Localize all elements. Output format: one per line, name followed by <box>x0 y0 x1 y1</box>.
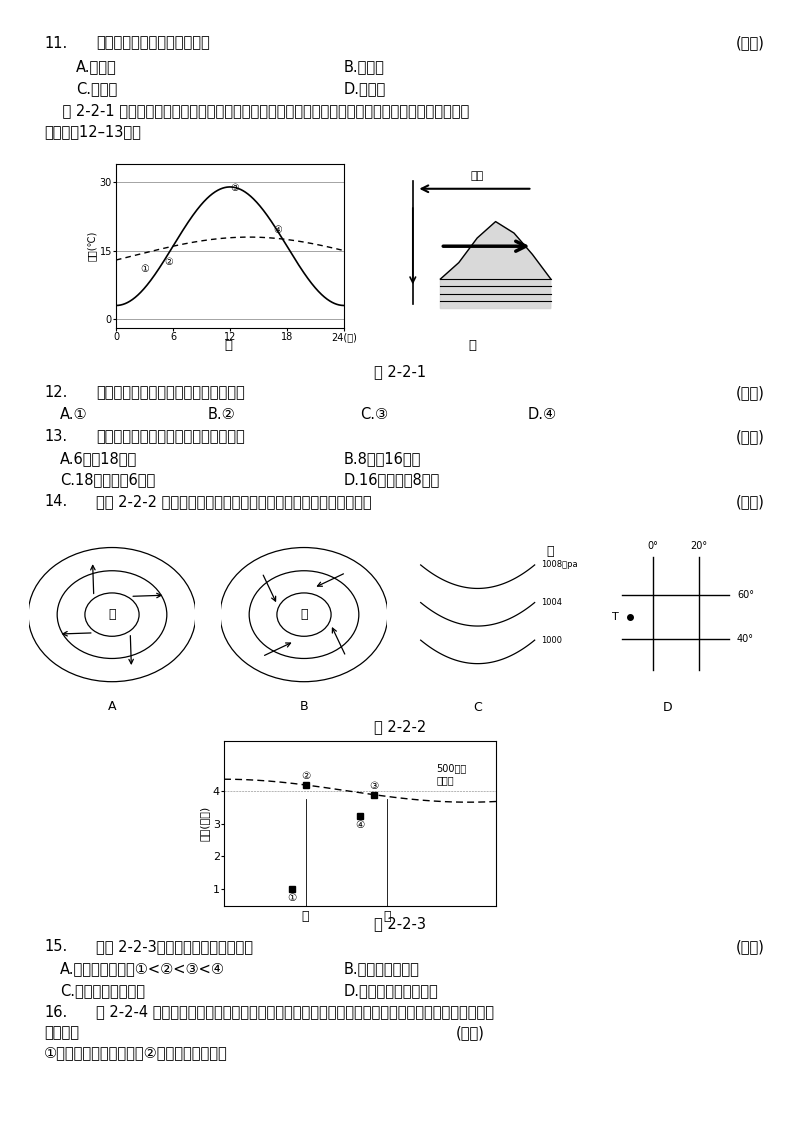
Text: D: D <box>663 701 673 714</box>
Text: (　　): ( ) <box>736 35 765 51</box>
Text: ①此时该地吹东南风　　②此时该地吹西北风: ①此时该地吹东南风 ②此时该地吹西北风 <box>44 1045 228 1061</box>
Text: 读图 2-2-3，判断下列说法正确的是: 读图 2-2-3，判断下列说法正确的是 <box>96 938 253 954</box>
Text: A.6时至18时间: A.6时至18时间 <box>60 451 138 466</box>
Text: A.锋面雨: A.锋面雨 <box>76 59 117 75</box>
Text: (　　): ( ) <box>736 494 765 509</box>
Text: 1000: 1000 <box>541 636 562 644</box>
Text: D.气流由甲地流向乙地: D.气流由甲地流向乙地 <box>344 983 438 998</box>
Text: 13.: 13. <box>44 429 67 445</box>
Text: 该图回筄12–13题。: 该图回筄12–13题。 <box>44 123 141 139</box>
Text: 由图甲可知图乙中海风的出现时间约为: 由图甲可知图乙中海风的出现时间约为 <box>96 429 245 445</box>
Text: A.①: A.① <box>60 406 88 422</box>
Text: B: B <box>300 700 308 713</box>
Text: 甲: 甲 <box>108 608 116 621</box>
Text: 15.: 15. <box>44 938 67 954</box>
Text: ①: ① <box>287 893 297 903</box>
Text: ③: ③ <box>369 781 378 790</box>
Text: C.18时至次日6时间: C.18时至次日6时间 <box>60 472 155 488</box>
Text: 甲: 甲 <box>224 338 232 352</box>
Text: (　　): ( ) <box>736 429 765 445</box>
Text: T: T <box>612 612 619 623</box>
Text: 40°: 40° <box>737 634 754 644</box>
Polygon shape <box>440 222 550 309</box>
Text: ④: ④ <box>273 225 282 235</box>
Text: 500百帕
等压面: 500百帕 等压面 <box>436 763 466 786</box>
Text: 图 2-2-1 中甲、乙两图分别表示某滨海地区某日海陆表面气温日变化曲线和海陆上空气流运动特征，: 图 2-2-1 中甲、乙两图分别表示某滨海地区某日海陆表面气温日变化曲线和海陆上… <box>44 103 470 119</box>
Text: 1004: 1004 <box>541 598 562 607</box>
Text: 正确的是: 正确的是 <box>44 1024 79 1040</box>
Text: 海风: 海风 <box>470 171 484 180</box>
Text: 我国夏秋季降水中，最多的是: 我国夏秋季降水中，最多的是 <box>96 35 210 51</box>
Text: C.甲地温度高于乙地: C.甲地温度高于乙地 <box>60 983 145 998</box>
Y-axis label: 高度(千米): 高度(千米) <box>200 806 210 841</box>
Text: 16.: 16. <box>44 1004 67 1020</box>
Text: 1008百pa: 1008百pa <box>541 560 578 569</box>
Text: 在图 2-2-2 所示的甲、乙、丙、丁四地中，昼夜温差最大的可能是: 在图 2-2-2 所示的甲、乙、丙、丁四地中，昼夜温差最大的可能是 <box>96 494 372 509</box>
Text: D.对流雨: D.对流雨 <box>344 80 386 96</box>
Text: 图 2-2-4 为气象风向标在某一时刻的位置和该地多年来平均风向频率统计图，读图后判断下列叙述: 图 2-2-4 为气象风向标在某一时刻的位置和该地多年来平均风向频率统计图，读图… <box>96 1004 494 1020</box>
Text: 14.: 14. <box>44 494 67 509</box>
Text: B.8时至16时间: B.8时至16时间 <box>344 451 422 466</box>
Text: ①: ① <box>140 264 149 274</box>
Text: 由图甲判断海上最高气温出现的时刻是: 由图甲判断海上最高气温出现的时刻是 <box>96 385 245 401</box>
Text: B.地形雨: B.地形雨 <box>344 59 385 75</box>
Text: 乙: 乙 <box>300 608 308 621</box>
Text: 图 2-2-2: 图 2-2-2 <box>374 719 426 735</box>
Text: ③: ③ <box>230 182 239 192</box>
Text: 图 2-2-3: 图 2-2-3 <box>374 916 426 932</box>
Text: (　　): ( ) <box>736 938 765 954</box>
Text: D.16时至次日8时间: D.16时至次日8时间 <box>344 472 440 488</box>
Text: ②: ② <box>301 771 310 781</box>
Text: 图 2-2-1: 图 2-2-1 <box>374 363 426 379</box>
Text: 60°: 60° <box>737 590 754 600</box>
Text: C: C <box>474 701 482 714</box>
Y-axis label: 温度(℃): 温度(℃) <box>86 231 97 261</box>
Text: (　　): ( ) <box>456 1024 485 1040</box>
Text: 11.: 11. <box>44 35 67 51</box>
Text: ②: ② <box>164 257 173 267</box>
Text: A: A <box>108 700 116 713</box>
Text: B.甲地多晴朗天气: B.甲地多晴朗天气 <box>344 961 420 977</box>
Text: 0°: 0° <box>647 541 658 551</box>
Text: D.④: D.④ <box>528 406 557 422</box>
Text: A.图中四点的气压①<②<③<④: A.图中四点的气压①<②<③<④ <box>60 961 225 977</box>
Text: 12.: 12. <box>44 385 67 401</box>
Text: 乙: 乙 <box>468 338 476 352</box>
Text: 丙: 丙 <box>546 544 554 558</box>
Text: C.台风雨: C.台风雨 <box>76 80 118 96</box>
Text: C.③: C.③ <box>360 406 388 422</box>
Text: B.②: B.② <box>208 406 236 422</box>
Text: (　　): ( ) <box>736 385 765 401</box>
Text: ④: ④ <box>355 820 365 830</box>
Text: 20°: 20° <box>690 541 707 551</box>
